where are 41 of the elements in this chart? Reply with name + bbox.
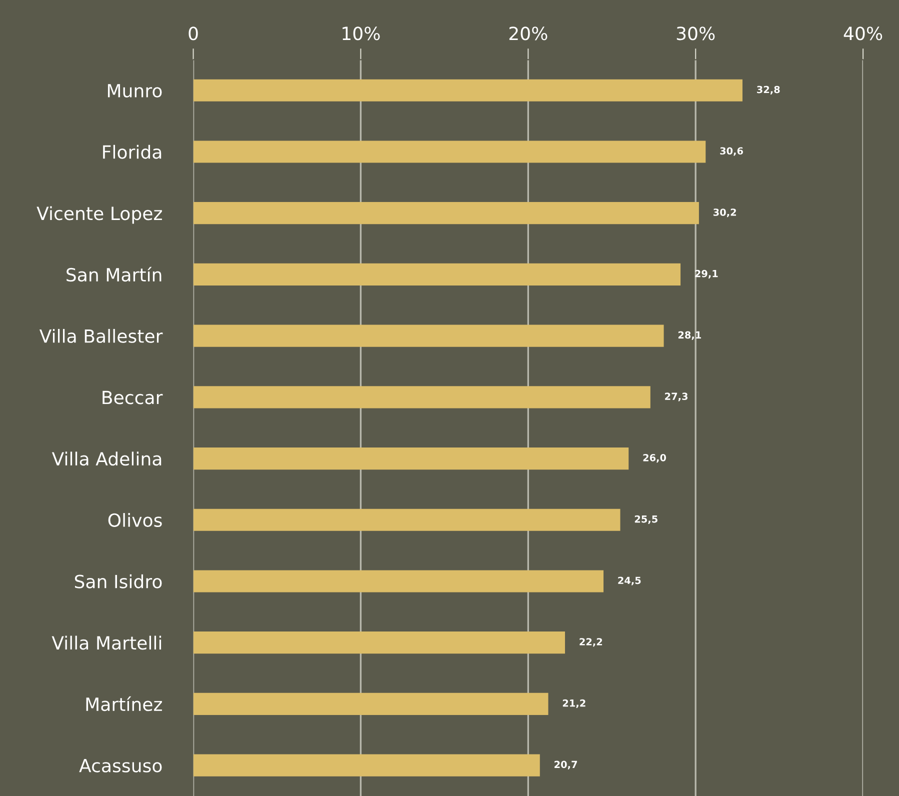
bar xyxy=(193,140,706,163)
y-tick-label: Munro xyxy=(108,84,162,98)
bar xyxy=(193,570,604,592)
data-label: 28,1 xyxy=(678,331,701,340)
bar xyxy=(193,692,548,716)
data-label: 32,8 xyxy=(757,86,780,94)
y-tick-label: Beccar xyxy=(102,390,163,404)
x-tick-label: 10% xyxy=(342,26,380,40)
bar xyxy=(193,754,540,776)
y-tick-label: Villa Martelli xyxy=(52,636,162,650)
bar xyxy=(193,202,699,224)
y-tick-label: Acassuso xyxy=(79,759,162,772)
data-label: 20,7 xyxy=(554,760,577,770)
data-label: 21,2 xyxy=(562,699,586,708)
data-label: 29,1 xyxy=(695,270,718,279)
y-tick-label: Florida xyxy=(103,144,162,159)
data-label: 30,2 xyxy=(713,208,736,218)
bar xyxy=(193,508,620,531)
bar xyxy=(193,263,681,286)
x-tick-label: 20% xyxy=(509,26,548,40)
y-tick-label: San Martín xyxy=(66,266,162,282)
bar xyxy=(193,386,650,408)
bar xyxy=(193,324,664,347)
data-label: 30,6 xyxy=(720,147,743,156)
data-label: 27,3 xyxy=(665,392,688,402)
data-label: 22,2 xyxy=(580,638,602,647)
x-tick-label: 0 xyxy=(188,26,198,40)
data-label: 24,5 xyxy=(618,576,641,586)
x-tick-label: 30% xyxy=(676,26,715,40)
x-tick-label: 40% xyxy=(844,26,882,40)
bar xyxy=(193,447,629,470)
y-tick-label: San Isidro xyxy=(74,574,162,588)
y-tick-label: Olivos xyxy=(108,513,162,528)
data-label: 26,0 xyxy=(643,454,666,463)
y-tick-label: Villa Adelina xyxy=(52,452,162,466)
y-tick-label: Vicente Lopez xyxy=(36,206,162,224)
bar xyxy=(193,79,742,102)
data-label: 25,5 xyxy=(634,515,658,524)
y-tick-label: Villa Ballester xyxy=(39,328,163,343)
y-tick-label: Martínez xyxy=(86,696,162,712)
bar xyxy=(193,632,565,654)
